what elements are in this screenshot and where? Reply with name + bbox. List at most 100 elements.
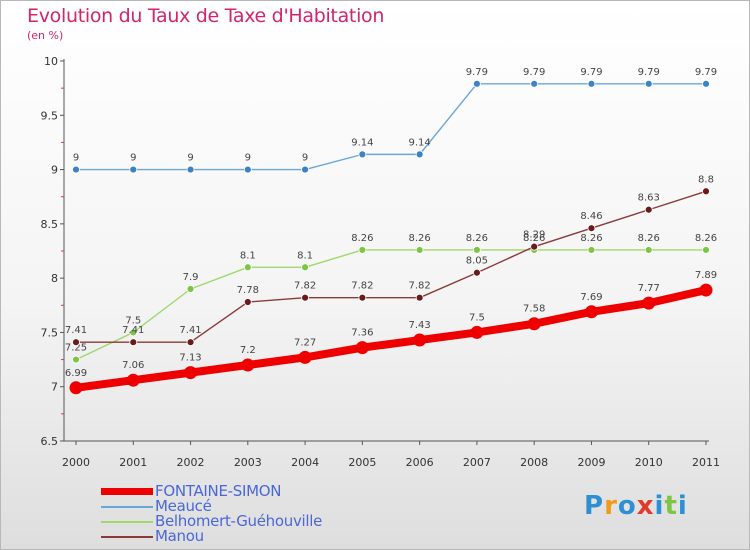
data-label: 7.69 bbox=[580, 292, 602, 303]
data-point bbox=[530, 242, 539, 251]
data-label: 8.26 bbox=[409, 233, 431, 244]
data-label: 7.89 bbox=[695, 270, 717, 281]
data-point bbox=[186, 285, 195, 293]
logo-letter: i bbox=[654, 491, 665, 521]
data-point bbox=[358, 293, 367, 302]
data-point bbox=[301, 263, 309, 272]
data-point bbox=[702, 79, 710, 88]
data-point bbox=[644, 205, 653, 214]
data-point bbox=[584, 305, 598, 319]
data-label: 7.82 bbox=[409, 281, 431, 292]
data-label: 8.26 bbox=[695, 233, 717, 244]
data-point bbox=[702, 187, 710, 196]
data-point bbox=[243, 298, 252, 306]
data-point bbox=[129, 338, 138, 347]
data-label: 9.79 bbox=[523, 67, 545, 78]
data-label: 9 bbox=[245, 153, 251, 164]
chart-title: Evolution du Taux de Taxe d'Habitation bbox=[27, 5, 385, 27]
data-label: 8.8 bbox=[698, 174, 714, 185]
data-point bbox=[415, 246, 424, 254]
data-point bbox=[527, 317, 541, 331]
data-point bbox=[72, 355, 80, 364]
legend-swatch-manou bbox=[101, 536, 153, 538]
data-label: 9 bbox=[130, 153, 136, 164]
x-tick-label: 2005 bbox=[348, 456, 376, 469]
data-label: 6.99 bbox=[65, 368, 87, 379]
x-tick-label: 2001 bbox=[119, 456, 147, 469]
data-point bbox=[642, 296, 656, 310]
y-tick-label: 9.5 bbox=[41, 109, 59, 122]
data-label: 7.41 bbox=[65, 325, 87, 336]
data-point bbox=[644, 246, 653, 254]
data-label: 7.27 bbox=[294, 337, 316, 348]
data-point bbox=[129, 165, 138, 174]
data-label: 9.79 bbox=[580, 67, 602, 78]
series-line bbox=[75, 286, 707, 392]
data-label: 8.26 bbox=[466, 233, 488, 244]
logo-letter: x bbox=[636, 491, 655, 521]
data-label: 7.13 bbox=[179, 353, 201, 364]
data-label: 7.36 bbox=[351, 328, 373, 339]
data-point bbox=[413, 333, 427, 347]
data-label: 7.58 bbox=[523, 304, 545, 315]
data-label: 7.82 bbox=[294, 281, 316, 292]
x-tick-label: 2003 bbox=[234, 456, 262, 469]
x-tick-label: 2006 bbox=[406, 456, 434, 469]
data-label: 9 bbox=[73, 153, 79, 164]
data-point bbox=[241, 358, 255, 372]
data-point bbox=[72, 165, 80, 174]
y-tick-label: 7 bbox=[51, 381, 58, 394]
legend-swatch-meauce bbox=[101, 506, 153, 508]
data-point bbox=[702, 246, 710, 254]
data-label: 8.26 bbox=[523, 233, 545, 244]
data-label: 7.41 bbox=[179, 325, 201, 336]
data-label: 8.29 bbox=[523, 230, 545, 241]
data-point bbox=[355, 341, 369, 355]
data-label: 8.26 bbox=[351, 233, 373, 244]
legend-label-belhomert-guehouville: Belhomert-Guéhouville bbox=[155, 512, 323, 530]
legend-label-fontaine-simon: FONTAINE-SIMON bbox=[155, 482, 282, 500]
x-tick-label: 2002 bbox=[177, 456, 205, 469]
x-tick-label: 2008 bbox=[520, 456, 548, 469]
y-tick-label: 8 bbox=[51, 272, 58, 285]
y-tick-label: 6.5 bbox=[41, 435, 59, 448]
logo-letter: t bbox=[664, 491, 678, 521]
x-tick-label: 2004 bbox=[291, 456, 319, 469]
data-point bbox=[72, 338, 80, 347]
data-label: 8.1 bbox=[240, 250, 256, 261]
data-point bbox=[699, 283, 713, 297]
legend-label-manou: Manou bbox=[155, 527, 204, 545]
data-point bbox=[301, 165, 309, 174]
data-point bbox=[186, 165, 195, 174]
data-label: 8.26 bbox=[638, 233, 660, 244]
data-label: 7.41 bbox=[122, 325, 144, 336]
data-label: 9 bbox=[302, 153, 308, 164]
data-point bbox=[415, 150, 424, 159]
x-tick-label: 2007 bbox=[463, 456, 491, 469]
data-point bbox=[473, 246, 481, 254]
y-tick-label: 8.5 bbox=[41, 218, 59, 231]
data-point bbox=[298, 350, 312, 364]
data-label: 9.79 bbox=[695, 67, 717, 78]
data-label: 9.79 bbox=[466, 67, 488, 78]
data-label: 7.77 bbox=[638, 283, 660, 294]
data-label: 7.06 bbox=[122, 360, 144, 371]
x-tick-label: 2010 bbox=[635, 456, 663, 469]
x-tick-label: 2009 bbox=[577, 456, 605, 469]
logo-letter: o bbox=[617, 491, 637, 521]
data-label: 8.1 bbox=[297, 250, 313, 261]
data-point bbox=[587, 246, 596, 254]
series-line bbox=[76, 83, 706, 171]
x-tick-label: 2000 bbox=[62, 456, 90, 469]
legend-swatch-fontaine-simon bbox=[101, 488, 153, 495]
data-label: 7.2 bbox=[240, 345, 256, 356]
data-label: 9.14 bbox=[409, 137, 431, 148]
data-point bbox=[126, 373, 140, 387]
data-point bbox=[69, 381, 83, 395]
data-label: 9 bbox=[187, 153, 193, 164]
chart-subtitle: (en %) bbox=[27, 29, 64, 42]
data-point bbox=[587, 79, 596, 88]
series-line bbox=[75, 249, 706, 361]
